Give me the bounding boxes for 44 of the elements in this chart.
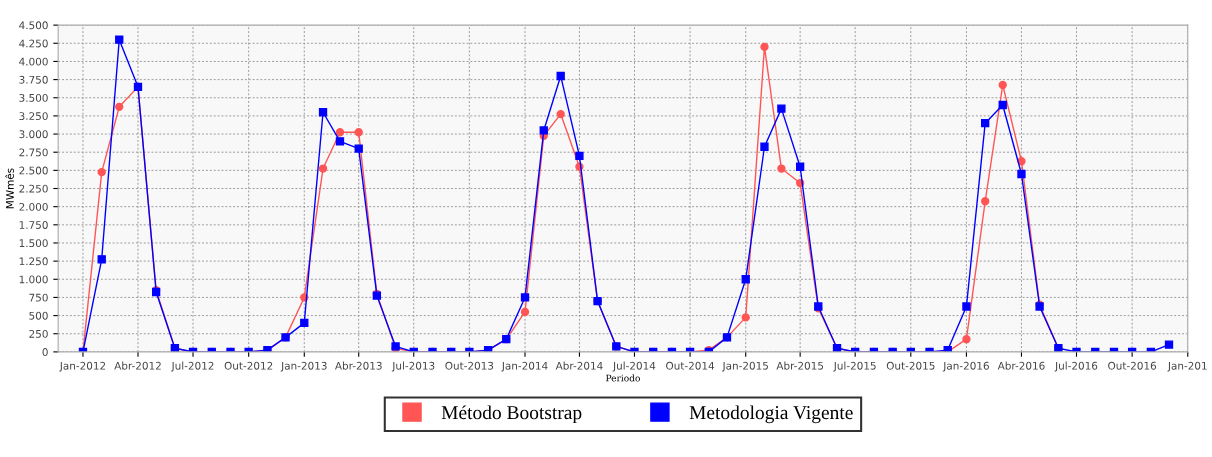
- y-tick-label: 1.750: [19, 221, 48, 229]
- x-tick-label: Abr-2015: [776, 361, 824, 370]
- y-axis-title: MWmês: [5, 168, 14, 209]
- x-tick-label: Jan-2012: [59, 361, 106, 372]
- x-tick-label: Out-2014: [666, 361, 715, 370]
- y-tick-label: 1.000: [19, 275, 48, 284]
- y-tick-label: 3.750: [19, 75, 48, 84]
- x-tick-label: Abr-2013: [334, 361, 382, 370]
- x-tick-label: Jan-2015: [722, 361, 768, 372]
- y-tick-label: 0: [42, 348, 48, 356]
- y-tick-label: 750: [29, 293, 48, 302]
- y-tick-label: 2.250: [19, 184, 48, 193]
- x-axis-title: Periodo: [606, 374, 640, 382]
- y-tick-label: 3.250: [19, 112, 48, 121]
- y-tick-label: 4.000: [19, 57, 48, 66]
- y-tick-label: 500: [29, 311, 48, 320]
- x-tick-label: Jan-2016: [942, 361, 989, 372]
- x-tick-label: Abr-2016: [997, 361, 1045, 370]
- x-tick-label: Jan-2013: [280, 361, 327, 372]
- legend-label: Metodologia Vigente: [689, 405, 853, 424]
- x-tick-label: Jul-2016: [1054, 361, 1098, 372]
- y-tick-label: 1.250: [19, 257, 48, 266]
- x-tick-label: Jul-2012: [171, 361, 214, 372]
- y-tick-label: 3.500: [19, 93, 48, 102]
- x-tick-label: Out-2015: [886, 361, 935, 370]
- y-tick-label: 2.750: [19, 148, 48, 157]
- y-tick-label: 2.500: [19, 166, 48, 175]
- x-tick-label: Jul-2014: [612, 361, 656, 372]
- x-tick-label: Abr-2014: [555, 361, 603, 370]
- x-tick-label: Out-2012: [224, 361, 273, 370]
- y-tick-label: 4.250: [19, 39, 48, 48]
- x-tick-label: Jan-2014: [501, 361, 548, 372]
- x-tick-label: Abr-2012: [114, 361, 161, 370]
- y-tick-label: 250: [29, 329, 48, 338]
- y-tick-label: 1.500: [19, 239, 48, 248]
- x-tick-label: Out-2013: [445, 361, 494, 370]
- x-tick-label: Jul-2013: [391, 361, 435, 372]
- legend-label: Método Bootstrap: [441, 405, 582, 424]
- x-tick-label: Jan-201: [1167, 361, 1207, 372]
- y-tick-label: 4.500: [19, 21, 48, 30]
- y-tick-label: 2.000: [19, 202, 48, 211]
- x-tick-label: Jul-2015: [833, 361, 876, 372]
- y-tick-label: 3.000: [19, 130, 48, 139]
- x-tick-label: Out-2016: [1108, 361, 1157, 370]
